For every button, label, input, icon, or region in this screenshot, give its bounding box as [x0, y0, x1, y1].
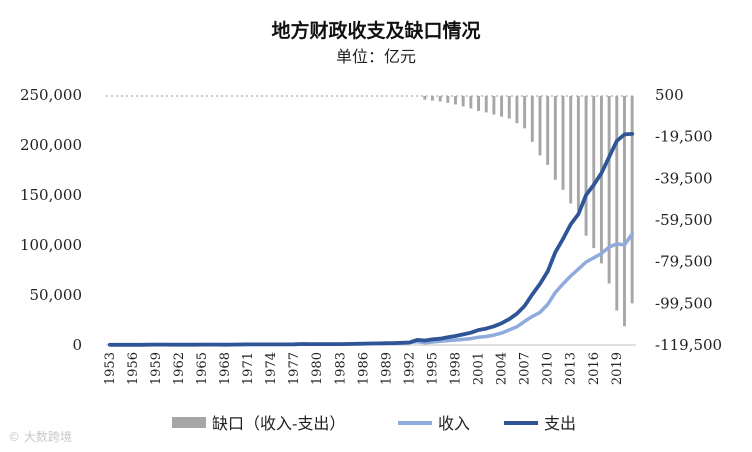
gap-bar-2001	[477, 96, 480, 111]
legend-label: 缺口（收入-支出）	[212, 414, 345, 433]
gap-bar-2010	[546, 96, 550, 165]
left-y-tick-label: 0	[72, 336, 82, 354]
x-tick-label: 2010	[541, 352, 556, 385]
chart-legend: 缺口（收入-支出） 收入 支出	[172, 414, 576, 433]
right-y-tick-label: -119,500	[655, 336, 722, 354]
x-tick-label: 1995	[425, 352, 440, 385]
right-y-tick-label: -79,500	[655, 253, 713, 271]
x-tick-label: 2019	[610, 352, 625, 385]
left-y-tick-label: 50,000	[30, 286, 83, 304]
left-y-axis: 0 50,000 100,000 150,000 200,000 250,000	[20, 86, 82, 354]
gap-bar-2003	[492, 96, 496, 115]
x-tick-label: 1971	[241, 352, 256, 385]
x-tick-label: 1998	[448, 352, 463, 385]
gap-bar-2006	[515, 96, 519, 124]
x-tick-label: 1983	[333, 352, 348, 385]
gap-bar-2004	[500, 96, 504, 117]
right-y-tick-label: -19,500	[655, 128, 713, 146]
x-tick-label: 2001	[472, 352, 487, 385]
series-lines	[107, 131, 635, 347]
gap-bar-2005	[507, 96, 511, 119]
gap-bar-2018	[607, 96, 611, 284]
x-tick-label: 2016	[587, 352, 602, 385]
left-y-tick-label: 100,000	[20, 236, 82, 254]
legend-label: 收入	[438, 414, 470, 433]
gap-bar-2020	[623, 96, 626, 327]
x-axis: 1953 1956 1959 1962 1965 1968 1971 1974 1977 1980…	[103, 352, 625, 385]
gap-bar-2021	[630, 96, 634, 304]
expenditure-line	[107, 131, 635, 347]
x-tick-label: 1986	[356, 352, 371, 385]
x-tick-label: 1959	[149, 352, 164, 385]
gap-bar-2012	[561, 96, 565, 190]
gap-bar-1996	[438, 96, 442, 102]
left-y-tick-label: 250,000	[20, 86, 82, 104]
x-tick-label: 1977	[287, 352, 302, 385]
gap-bar-2016	[592, 96, 596, 249]
x-tick-label: 1956	[126, 352, 141, 385]
gap-bar-2000	[469, 96, 473, 109]
right-y-tick-label: -59,500	[655, 211, 713, 229]
x-tick-label: 2007	[518, 352, 533, 385]
gap-bar-1995	[430, 96, 434, 101]
income-line	[108, 232, 634, 347]
left-y-tick-label: 150,000	[20, 186, 82, 204]
legend-swatch-gap	[172, 417, 206, 428]
right-y-tick-label: -99,500	[655, 294, 713, 312]
gap-bar-2017	[599, 96, 603, 264]
right-y-tick-label: -39,500	[655, 169, 713, 187]
gap-bar-1994	[423, 96, 427, 100]
right-y-axis: -119,500 -99,500 -79,500 -59,500 -39,500 -19,…	[655, 86, 722, 354]
legend-label: 支出	[544, 414, 576, 433]
x-tick-label: 1989	[379, 352, 394, 385]
x-tick-label: 1962	[172, 352, 187, 385]
gap-bars	[423, 96, 634, 327]
right-y-tick-label: 500	[655, 86, 684, 104]
x-tick-label: 1974	[264, 352, 279, 385]
left-y-tick-label: 200,000	[20, 136, 82, 154]
x-tick-label: 1980	[310, 352, 325, 385]
gap-bar-2013	[569, 96, 573, 204]
gap-bar-2014	[576, 96, 580, 211]
x-tick-label: 1953	[103, 352, 118, 385]
x-tick-label: 1965	[195, 352, 210, 385]
gap-bar-2011	[553, 96, 557, 180]
x-tick-label: 1992	[402, 352, 417, 385]
watermark: © 大数跨境	[8, 430, 72, 444]
gap-bar-2009	[538, 96, 542, 156]
gap-bar-2007	[523, 96, 527, 129]
gap-bar-2019	[615, 96, 619, 311]
x-tick-label: 2013	[564, 352, 579, 385]
gap-bar-2002	[484, 96, 488, 113]
gap-bar-1997	[446, 96, 450, 103]
gap-bar-2008	[530, 96, 534, 142]
gap-bar-2015	[584, 96, 588, 236]
x-tick-label: 2004	[495, 352, 510, 385]
chart-title: 地方财政收支及缺口情况	[271, 19, 480, 42]
gap-bar-1999	[461, 96, 465, 107]
chart-subtitle: 单位：亿元	[336, 47, 416, 66]
gap-bar-1998	[454, 96, 457, 105]
x-tick-label: 1968	[218, 352, 233, 385]
